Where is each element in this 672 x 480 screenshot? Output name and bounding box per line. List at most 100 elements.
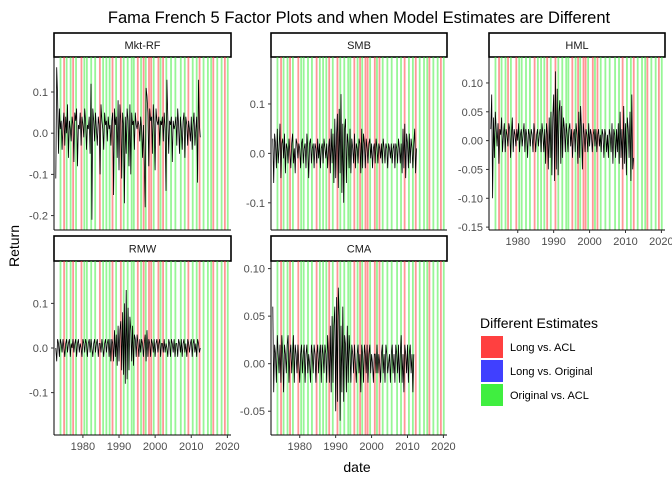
band-original-vs-acl <box>286 261 289 435</box>
facet-panels: Mkt-RF -0.2 -0.1 0.0 0.1 SMB -0.1 0.0 0.1 HML -0.1… <box>29 32 672 453</box>
band-long-vs-acl <box>289 57 291 230</box>
band-original-vs-acl <box>202 57 205 230</box>
band-long-vs-acl <box>359 261 361 435</box>
band-original-vs-acl <box>159 261 162 435</box>
panel-cma: CMA -0.05 0.00 0.05 0.10 1980 1990 2000 2010 2020 <box>240 235 456 453</box>
x-tick-label-rmw: 2000 <box>143 441 167 453</box>
band-long-vs-acl <box>63 57 66 230</box>
band-original-vs-acl <box>307 261 309 435</box>
band-long-vs-acl <box>198 57 201 230</box>
band-long-vs-acl <box>657 57 660 230</box>
panel-mkt-rf: Mkt-RF -0.2 -0.1 0.0 0.1 <box>29 32 232 231</box>
strip-label-mkt-rf: Mkt-RF <box>124 40 160 52</box>
y-tick-label-hml: 0.00 <box>462 136 483 148</box>
band-long-vs-acl <box>428 57 431 230</box>
x-tick-label-cma: 2000 <box>359 441 383 453</box>
band-long-vs-acl <box>554 57 557 230</box>
band-original-vs-acl <box>282 57 285 230</box>
y-tick-label-hml: 0.05 <box>462 107 483 119</box>
band-original-vs-acl <box>65 57 68 230</box>
x-tick-label-cma: 2020 <box>431 441 455 453</box>
band-original-vs-acl <box>494 57 497 230</box>
band-original-vs-acl <box>179 57 182 230</box>
x-tick-label-hml: 2000 <box>577 236 601 248</box>
band-original-vs-acl <box>216 261 219 435</box>
y-tick-label-cma: 0.05 <box>244 311 265 323</box>
band-original-vs-acl <box>226 261 229 435</box>
band-original-vs-acl <box>650 57 653 230</box>
legend-key-long-vs-original <box>481 360 503 382</box>
band-long-vs-acl <box>364 261 367 435</box>
band-original-vs-acl <box>90 261 93 435</box>
band-original-vs-acl <box>94 57 97 230</box>
band-original-vs-acl <box>436 261 439 435</box>
band-long-vs-acl <box>136 57 139 230</box>
band-original-vs-acl <box>423 57 425 230</box>
y-tick-label-cma: 0.00 <box>244 359 265 371</box>
band-original-vs-acl <box>195 261 198 435</box>
band-original-vs-acl <box>500 57 503 230</box>
band-original-vs-acl <box>59 57 62 230</box>
series-line-rmw <box>55 289 201 384</box>
band-long-vs-acl <box>280 261 282 435</box>
band-original-vs-acl <box>140 57 142 230</box>
band-long-vs-acl <box>428 261 431 435</box>
band-original-vs-acl <box>75 57 77 230</box>
y-tick-label-smb: 0.1 <box>250 99 265 111</box>
band-long-vs-acl <box>111 261 114 435</box>
band-original-vs-acl <box>641 57 643 230</box>
band-original-vs-acl <box>210 261 213 435</box>
band-long-vs-acl <box>212 57 215 230</box>
band-original-vs-acl <box>411 261 414 435</box>
band-long-vs-acl <box>414 261 417 435</box>
band-long-vs-acl <box>315 57 318 230</box>
band-original-vs-acl <box>565 57 568 230</box>
band-original-vs-acl <box>276 261 279 435</box>
strip-label-hml: HML <box>565 40 588 52</box>
x-tick-label-cma: 1990 <box>323 441 347 453</box>
band-original-vs-acl <box>426 261 429 435</box>
band-original-vs-acl <box>432 57 435 230</box>
band-original-vs-acl <box>165 261 168 435</box>
band-original-vs-acl <box>126 57 129 230</box>
y-tick-label-mkt-rf: 0.1 <box>33 87 48 99</box>
y-tick-label-hml: 0.10 <box>462 78 483 90</box>
band-original-vs-acl <box>108 57 111 230</box>
band-long-vs-acl <box>646 57 649 230</box>
band-long-vs-acl <box>280 57 282 230</box>
band-long-vs-acl <box>315 261 318 435</box>
band-long-vs-acl <box>546 57 549 230</box>
legend-label-original-vs-acl: Original vs. ACL <box>510 390 589 402</box>
band-original-vs-acl <box>396 261 398 435</box>
band-long-vs-acl <box>150 57 153 230</box>
band-original-vs-acl <box>226 57 229 230</box>
y-axis-title: Return <box>6 225 22 267</box>
band-original-vs-acl <box>307 57 309 230</box>
band-original-vs-acl <box>83 57 86 230</box>
band-original-vs-acl <box>408 261 410 435</box>
y-tick-label-rmw: 0.0 <box>33 343 48 355</box>
strip-hml <box>488 32 666 58</box>
band-long-vs-acl <box>373 57 376 230</box>
strip-mkt-rf <box>53 32 232 58</box>
series-line-cma <box>272 287 415 421</box>
y-tick-label-hml: -0.10 <box>458 193 483 205</box>
band-long-vs-acl <box>289 261 291 435</box>
band-original-vs-acl <box>210 57 213 230</box>
band-original-vs-acl <box>216 57 219 230</box>
band-original-vs-acl <box>325 261 328 435</box>
band-original-vs-acl <box>349 261 352 435</box>
x-tick-label-hml: 2010 <box>613 236 637 248</box>
x-tick-label-rmw: 1990 <box>107 441 131 453</box>
band-original-vs-acl <box>423 261 425 435</box>
band-original-vs-acl <box>220 261 223 435</box>
band-original-vs-acl <box>159 57 162 230</box>
band-original-vs-acl <box>442 57 445 230</box>
x-tick-label-rmw: 2010 <box>179 441 203 453</box>
y-tick-label-smb: 0.0 <box>250 148 265 160</box>
band-original-vs-acl <box>376 57 378 230</box>
band-original-vs-acl <box>356 57 359 230</box>
band-original-vs-acl <box>418 57 421 230</box>
band-original-vs-acl <box>654 57 657 230</box>
panel-smb: SMB -0.1 0.0 0.1 <box>246 32 448 231</box>
